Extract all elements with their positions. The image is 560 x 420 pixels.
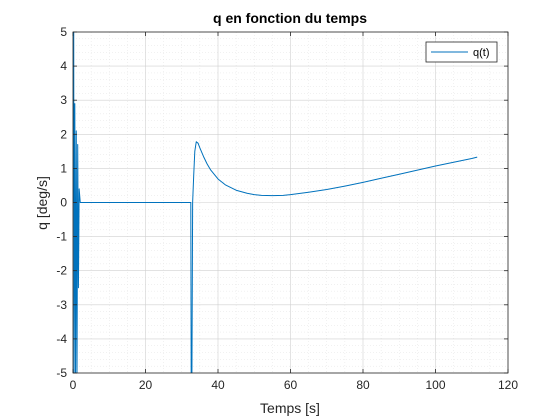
y-axis-label: q [deg/s] — [34, 176, 50, 230]
x-axis-label: Temps [s] — [260, 400, 320, 416]
y-tick-label: 2 — [60, 127, 67, 141]
x-tick-label: 20 — [139, 378, 153, 392]
series-layer — [73, 32, 478, 373]
x-tick-label: 120 — [498, 378, 518, 392]
chart-title: q en fonction du temps — [213, 10, 367, 26]
y-tick-label: 0 — [60, 196, 67, 210]
x-tick-label: 100 — [425, 378, 445, 392]
legend[interactable]: q(t) — [425, 41, 498, 63]
legend-label: q(t) — [473, 47, 490, 59]
x-tick-label: 80 — [356, 378, 370, 392]
y-tick-label: -4 — [56, 332, 67, 346]
y-tick-label: 3 — [60, 93, 67, 107]
y-tick-label: 4 — [60, 59, 67, 73]
y-tick-label: -2 — [56, 264, 67, 278]
x-tick-label: 60 — [284, 378, 298, 392]
x-axis-ticks: 0 20 40 60 80 100 120 — [70, 32, 518, 392]
y-axis-ticks: -5 -4 -3 -2 -1 0 1 2 3 4 5 — [56, 25, 508, 380]
y-tick-label: 5 — [60, 25, 67, 39]
y-tick-label: 1 — [60, 161, 67, 175]
y-tick-label: -3 — [56, 298, 67, 312]
series-line-0 — [73, 32, 478, 373]
y-tick-label: -1 — [56, 230, 67, 244]
x-tick-label: 0 — [70, 378, 77, 392]
x-tick-label: 40 — [211, 378, 225, 392]
y-tick-label: -5 — [56, 366, 67, 380]
